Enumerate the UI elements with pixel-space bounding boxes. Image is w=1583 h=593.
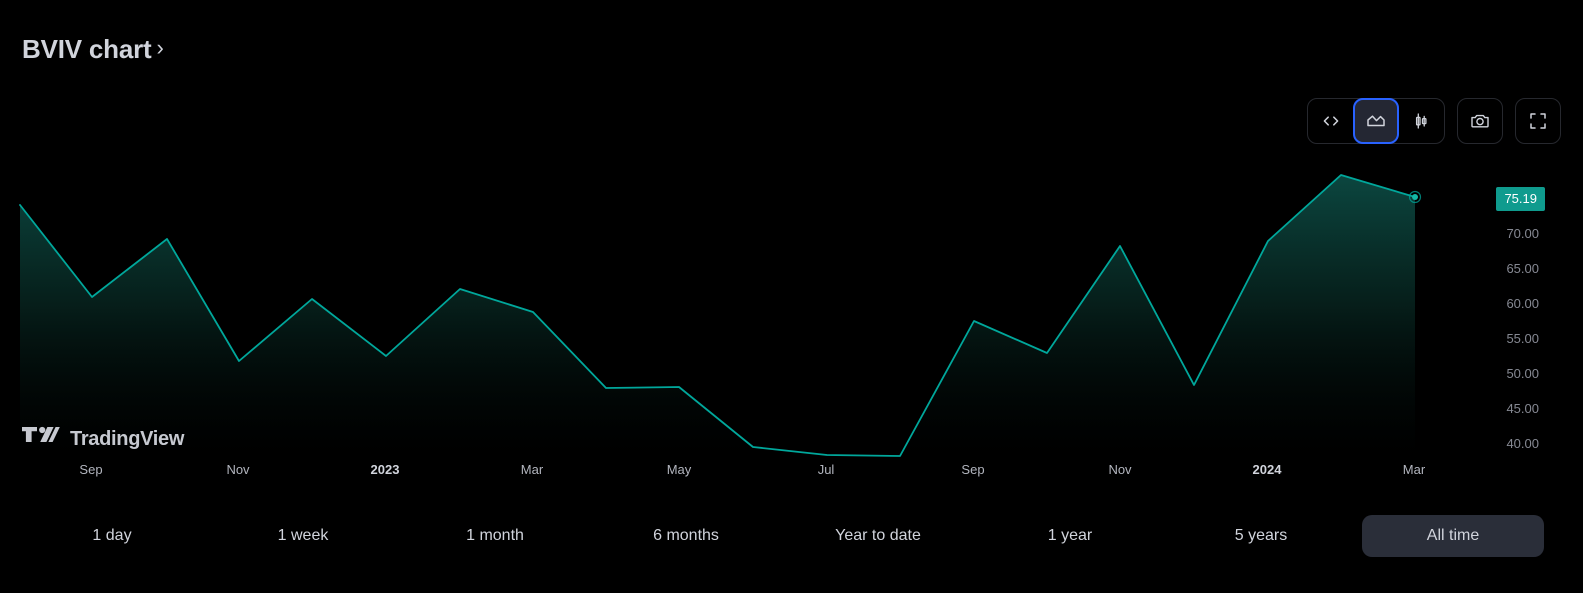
chart-plot-area[interactable] <box>0 150 1583 460</box>
page-title: BVIV chart <box>22 34 152 64</box>
time-tick-label: May <box>666 462 692 477</box>
time-axis: Sep Nov 2023 Mar May Jul Sep Nov 2024 Mar <box>0 463 1430 485</box>
fullscreen-icon <box>1528 111 1548 131</box>
time-tick-label: Mar <box>520 462 544 477</box>
code-icon <box>1321 111 1341 131</box>
range-button-1-year[interactable]: 1 year <box>1026 515 1114 557</box>
chart-toolbar <box>1307 98 1561 144</box>
range-button-1-week[interactable]: 1 week <box>256 515 351 557</box>
time-tick-label: Nov <box>1108 462 1132 477</box>
tradingview-wordmark: TradingView <box>70 427 185 450</box>
range-button-5-years[interactable]: 5 years <box>1213 515 1309 557</box>
time-tick-label: 2024 <box>1252 462 1282 477</box>
candlestick-chart-button[interactable] <box>1398 99 1444 143</box>
time-range-selector: 1 day 1 week 1 month 6 months Year to date 1 … <box>0 508 1583 564</box>
snapshot-button[interactable] <box>1457 98 1503 144</box>
range-button-1-month[interactable]: 1 month <box>444 515 546 557</box>
embed-code-button[interactable] <box>1308 99 1354 143</box>
area-fill-path <box>20 175 1415 460</box>
time-tick-label: Mar <box>1402 462 1426 477</box>
range-button-6-months[interactable]: 6 months <box>631 515 741 557</box>
area-chart-button[interactable] <box>1353 98 1399 144</box>
chart-header[interactable]: BVIV chart › <box>22 36 164 62</box>
tradingview-logo-icon <box>22 425 60 452</box>
camera-icon <box>1469 110 1491 132</box>
range-button-year-to-date[interactable]: Year to date <box>813 515 943 557</box>
time-tick-label: Sep <box>79 462 103 477</box>
time-tick-label: Jul <box>817 462 835 477</box>
range-button-all-time[interactable]: All time <box>1362 515 1544 557</box>
time-tick-label: 2023 <box>370 462 400 477</box>
candlestick-icon <box>1411 111 1431 131</box>
fullscreen-button[interactable] <box>1515 98 1561 144</box>
last-value-marker <box>1408 190 1422 204</box>
chevron-right-icon: › <box>156 35 164 60</box>
area-chart-icon <box>1365 111 1387 131</box>
chart-type-group <box>1307 98 1445 144</box>
range-button-1-day[interactable]: 1 day <box>70 515 153 557</box>
area-series-svg <box>19 174 1422 460</box>
series-line-path <box>19 174 1416 457</box>
time-tick-label: Nov <box>226 462 250 477</box>
time-tick-label: Sep <box>961 462 985 477</box>
tradingview-watermark: TradingView <box>22 425 184 452</box>
